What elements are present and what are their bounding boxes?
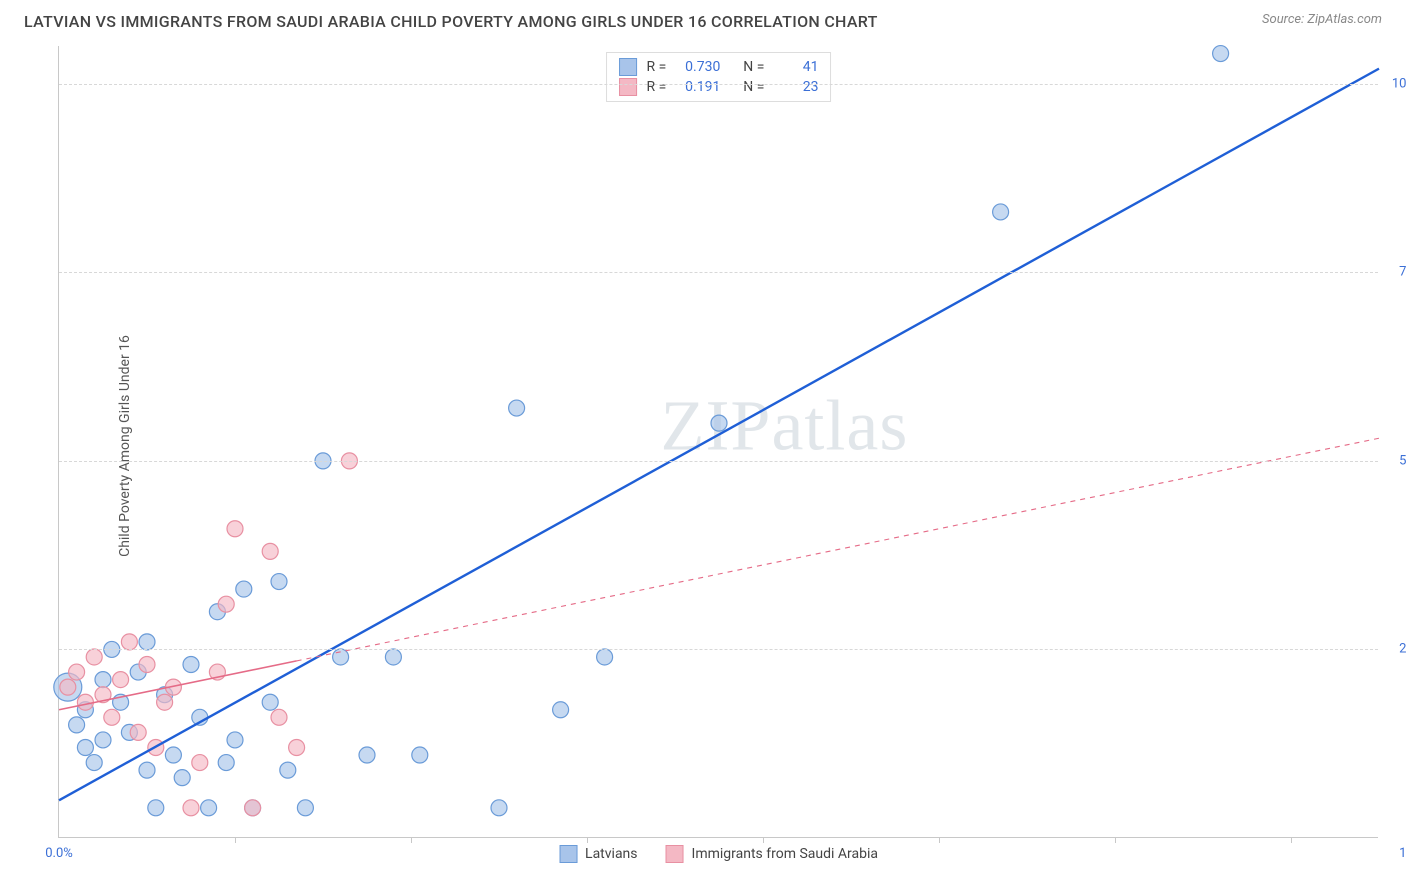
gridline — [59, 649, 1378, 650]
gridline — [59, 272, 1378, 273]
data-point — [157, 694, 173, 710]
scatter-chart: ZIPatlas R =0.730 N =41R =0.191 N =23 La… — [58, 46, 1378, 838]
gridline — [59, 84, 1378, 85]
data-point — [491, 800, 507, 816]
legend-row: R = 0.191 N = 23 — [619, 77, 819, 97]
x-tick — [939, 837, 940, 843]
trend-line-extrapolated — [297, 438, 1379, 661]
legend-swatch — [666, 845, 684, 863]
legend-row: R = 0.730 N = 41 — [619, 57, 819, 77]
y-tick-label: 75.0% — [1399, 265, 1406, 280]
x-tick — [763, 837, 764, 843]
data-point — [139, 634, 155, 650]
x-tick — [411, 837, 412, 843]
data-point — [280, 762, 296, 778]
trend-line — [59, 661, 297, 710]
data-point — [139, 762, 155, 778]
x-tick-label: 0.0% — [45, 846, 73, 861]
data-point — [597, 649, 613, 665]
data-point — [262, 694, 278, 710]
x-tick — [587, 837, 588, 843]
data-point — [271, 709, 287, 725]
n-value: 41 — [774, 59, 818, 75]
data-point — [993, 204, 1009, 220]
legend-swatch — [619, 58, 637, 76]
gridline — [59, 461, 1378, 462]
legend-swatch — [559, 845, 577, 863]
x-tick — [1115, 837, 1116, 843]
data-point — [333, 649, 349, 665]
data-point — [262, 543, 278, 559]
data-point — [711, 415, 727, 431]
r-value: 0.191 — [676, 79, 720, 95]
data-point — [86, 755, 102, 771]
plot-svg — [59, 46, 1378, 837]
data-point — [77, 739, 93, 755]
data-point — [113, 672, 129, 688]
data-point — [139, 657, 155, 673]
data-point — [359, 747, 375, 763]
data-point — [148, 800, 164, 816]
source-attribution: Source: ZipAtlas.com — [1262, 12, 1382, 27]
n-value: 23 — [774, 79, 818, 95]
x-tick-label: 15.0% — [1399, 846, 1406, 861]
legend-label: Immigrants from Saudi Arabia — [692, 846, 878, 862]
data-point — [218, 755, 234, 771]
data-point — [201, 800, 217, 816]
legend-item: Latvians — [559, 845, 638, 863]
chart-title: LATVIAN VS IMMIGRANTS FROM SAUDI ARABIA … — [24, 12, 878, 31]
data-point — [553, 702, 569, 718]
data-point — [77, 694, 93, 710]
data-point — [289, 739, 305, 755]
y-tick-label: 50.0% — [1399, 453, 1406, 468]
data-point — [192, 755, 208, 771]
y-tick-label: 25.0% — [1399, 642, 1406, 657]
r-value: 0.730 — [676, 59, 720, 75]
correlation-legend: R = 0.730 N = 41 R = 0.191 N = 23 — [606, 52, 832, 102]
data-point — [271, 574, 287, 590]
data-point — [509, 400, 525, 416]
data-point — [165, 747, 181, 763]
legend-item: Immigrants from Saudi Arabia — [666, 845, 878, 863]
data-point — [69, 664, 85, 680]
data-point — [130, 724, 146, 740]
data-point — [227, 521, 243, 537]
series-legend: Latvians Immigrants from Saudi Arabia — [559, 845, 878, 863]
data-point — [236, 581, 252, 597]
data-point — [412, 747, 428, 763]
data-point — [60, 679, 76, 695]
n-label: N = — [736, 79, 764, 95]
r-label: R = — [647, 59, 667, 75]
x-tick — [235, 837, 236, 843]
trend-line — [59, 69, 1379, 801]
r-label: R = — [647, 79, 667, 95]
data-point — [227, 732, 243, 748]
n-label: N = — [736, 59, 764, 75]
data-point — [297, 800, 313, 816]
data-point — [1213, 46, 1229, 62]
data-point — [104, 709, 120, 725]
data-point — [183, 800, 199, 816]
legend-swatch — [619, 78, 637, 96]
data-point — [245, 800, 261, 816]
data-point — [385, 649, 401, 665]
data-point — [69, 717, 85, 733]
data-point — [183, 657, 199, 673]
x-tick — [1291, 837, 1292, 843]
chart-header: LATVIAN VS IMMIGRANTS FROM SAUDI ARABIA … — [0, 0, 1406, 39]
y-tick-label: 100.0% — [1392, 76, 1406, 91]
data-point — [95, 732, 111, 748]
data-point — [174, 770, 190, 786]
data-point — [121, 634, 137, 650]
legend-label: Latvians — [585, 846, 638, 862]
data-point — [218, 596, 234, 612]
data-point — [95, 672, 111, 688]
data-point — [86, 649, 102, 665]
